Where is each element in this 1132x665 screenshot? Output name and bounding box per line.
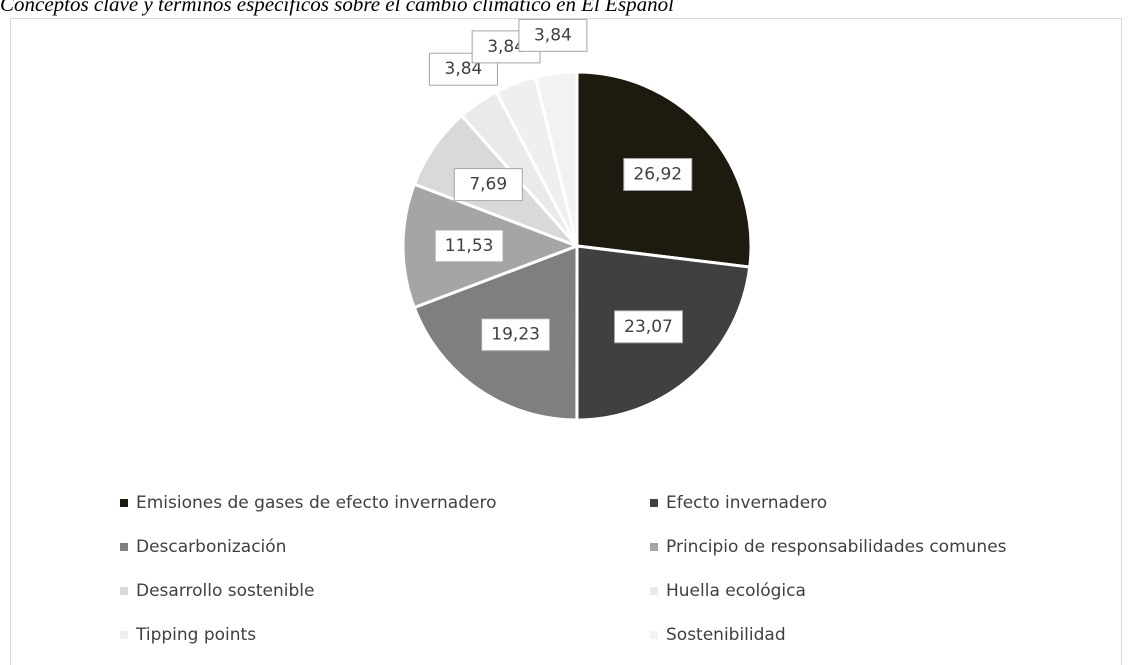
legend-label: Emisiones de gases de efecto invernadero xyxy=(136,493,496,513)
legend-label: Sostenibilidad xyxy=(666,625,786,645)
legend-label: Descarbonización xyxy=(136,537,286,557)
legend-swatch xyxy=(120,631,128,639)
legend-label: Huella ecológica xyxy=(666,581,806,601)
data-label: 11,53 xyxy=(445,236,494,256)
chart-title: Conceptos clave y términos específicos s… xyxy=(0,0,674,16)
data-label-box xyxy=(481,318,551,352)
pie-slice xyxy=(533,70,579,247)
legend-swatch xyxy=(650,499,658,507)
legend-swatch xyxy=(650,587,658,595)
data-label: 3,84 xyxy=(487,37,525,57)
data-label-box xyxy=(623,157,693,191)
data-label: 3,84 xyxy=(445,59,483,79)
data-label-box xyxy=(453,168,523,202)
data-label: 26,92 xyxy=(633,164,682,184)
title-band xyxy=(0,0,1132,18)
data-label-box xyxy=(613,310,683,344)
legend-swatch xyxy=(650,631,658,639)
legend-swatch xyxy=(120,543,128,551)
legend-label: Principio de responsabilidades comunes xyxy=(666,537,1007,557)
legend-label: Tipping points xyxy=(135,625,256,645)
legend-swatch xyxy=(120,587,128,595)
legend-label: Efecto invernadero xyxy=(666,493,827,513)
data-label: 23,07 xyxy=(624,317,673,337)
legend-label: Desarrollo sostenible xyxy=(136,581,315,601)
legend-swatch xyxy=(650,543,658,551)
data-label-box xyxy=(434,229,504,263)
data-label: 7,69 xyxy=(469,175,507,195)
data-label: 19,23 xyxy=(491,325,540,345)
data-label: 3,84 xyxy=(534,25,572,45)
data-label-box xyxy=(518,18,588,52)
legend-swatch xyxy=(120,499,128,507)
